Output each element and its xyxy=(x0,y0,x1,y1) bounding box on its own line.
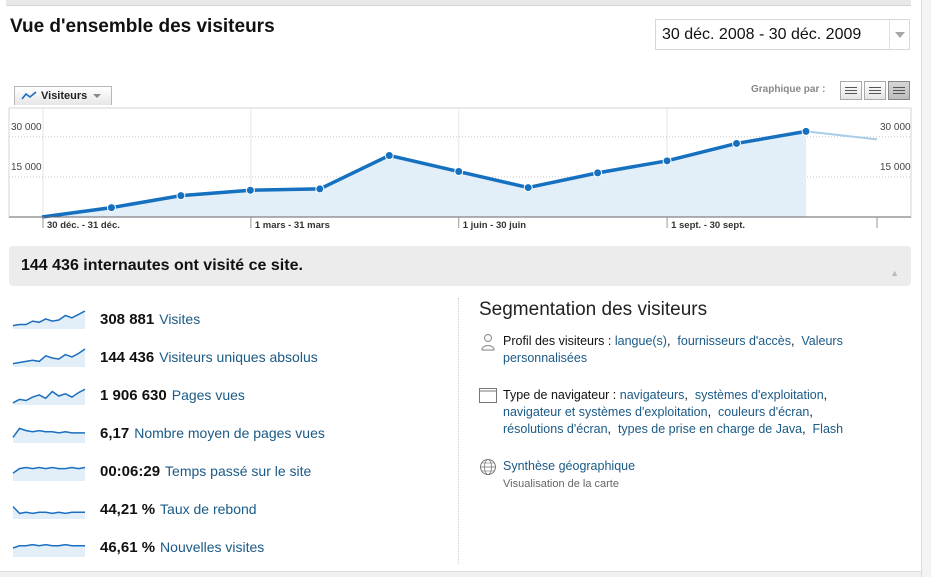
segment-browser: Type de navigateur : navigateurs, systèm… xyxy=(479,387,904,438)
sparkline-icon xyxy=(12,427,85,443)
area-fill xyxy=(42,131,806,217)
x-tick-label: 1 juin - 30 juin xyxy=(463,220,527,231)
summary-bar: 144 436 internautes ont visité ce site. … xyxy=(9,246,911,286)
link-geo-overview[interactable]: Synthèse géographique xyxy=(503,459,636,473)
graph-by-month-icon xyxy=(893,87,905,88)
y-tick-label-right: 30 000 xyxy=(880,122,911,133)
stats-list: 308 881 Visites 144 436 Visiteurs uniques a… xyxy=(12,300,452,566)
summary-text: 144 436 internautes ont visité ce site. xyxy=(21,257,303,274)
date-range-selector[interactable]: 30 déc. 2008 - 30 déc. 2009 xyxy=(655,19,910,50)
link-languages[interactable]: langue(s) xyxy=(614,334,667,348)
y-tick-label-right: 15 000 xyxy=(880,162,911,173)
link-isps[interactable]: fournisseurs d'accès xyxy=(677,334,791,348)
date-range-text: 30 déc. 2008 - 30 déc. 2009 xyxy=(662,25,862,43)
sparkline-icon xyxy=(12,310,86,329)
browser-label: Type de navigateur : xyxy=(503,388,617,402)
data-point[interactable] xyxy=(176,191,186,201)
y-tick-label-left: 15 000 xyxy=(11,162,42,173)
caret-down-icon xyxy=(93,94,102,98)
segmentation-title: Segmentation des visiteurs xyxy=(479,299,708,320)
data-point[interactable] xyxy=(593,168,603,178)
stat-value: 00:06:29 xyxy=(100,462,161,480)
data-point[interactable] xyxy=(106,203,116,213)
y-tick-label-left: 30 000 xyxy=(11,122,42,133)
metric-selector-tab[interactable]: Visiteurs xyxy=(14,86,112,105)
person-icon xyxy=(481,333,495,351)
graph-by-label: Graphique par : xyxy=(751,84,826,95)
geo-sub-label: Visualisation de la carte xyxy=(503,478,619,490)
globe-icon xyxy=(480,459,496,475)
link-operating-systems[interactable]: systèmes d'exploitation xyxy=(694,388,824,402)
stat-value: 1 906 630 xyxy=(100,386,167,404)
stat-link[interactable]: Pages vues xyxy=(171,387,245,403)
graph-by-week-button[interactable] xyxy=(864,81,886,100)
stat-row: 144 436 Visiteurs uniques absolus xyxy=(12,338,452,376)
sparkline-icon xyxy=(12,348,86,367)
series-line xyxy=(41,129,807,219)
stat-value: 308 881 xyxy=(100,310,155,328)
data-point[interactable] xyxy=(315,184,325,194)
stat-row: 6,17 Nombre moyen de pages vues xyxy=(12,414,452,452)
stat-link[interactable]: Visiteurs uniques absolus xyxy=(159,349,318,365)
x-tick-label: 1 sept. - 30 sept. xyxy=(671,220,745,231)
link-java-support[interactable]: types de prise en charge de Java xyxy=(617,422,803,436)
stat-value: 144 436 xyxy=(100,348,155,366)
browser-window-icon xyxy=(479,388,497,403)
link-flash[interactable]: Flash xyxy=(812,422,844,436)
stat-value: 44,21 % xyxy=(100,500,156,518)
link-screen-resolutions[interactable]: résolutions d'écran xyxy=(503,422,608,436)
data-point[interactable] xyxy=(384,150,394,160)
line-chart-icon xyxy=(21,91,37,100)
graph-by-month-button[interactable] xyxy=(888,81,910,100)
stat-link[interactable]: Visites xyxy=(159,311,201,327)
sparkline-icon xyxy=(12,506,85,519)
link-screen-colors[interactable]: couleurs d'écran xyxy=(718,405,810,419)
stat-row: 1 906 630 Pages vues xyxy=(12,376,452,414)
graph-by-day-button[interactable] xyxy=(840,81,862,100)
graph-by-day-icon xyxy=(845,87,857,88)
stat-link[interactable]: Temps passé sur le site xyxy=(165,463,312,479)
data-point[interactable] xyxy=(523,183,533,193)
sparkline-icon xyxy=(12,388,86,405)
chevron-down-icon[interactable] xyxy=(889,20,909,49)
stat-row: 46,61 % Nouvelles visites xyxy=(12,528,452,566)
stat-link[interactable]: Nombre moyen de pages vues xyxy=(134,425,325,441)
visitors-chart: 30 000 30 000 15 000 15 000 30 déc. - 31 déc… xyxy=(8,107,912,231)
link-browser-and-os[interactable]: navigateur et systèmes d'exploitation xyxy=(503,405,708,419)
summary-marker: ▲ xyxy=(890,268,899,278)
bottom-edge xyxy=(0,571,921,577)
stat-row: 308 881 Visites xyxy=(12,300,452,338)
data-point[interactable] xyxy=(732,138,742,148)
stat-value: 6,17 xyxy=(100,424,130,442)
segment-profile: Profil des visiteurs : langue(s), fourni… xyxy=(479,333,899,367)
stat-row: 44,21 % Taux de rebond xyxy=(12,490,452,528)
scrollbar-edge xyxy=(921,0,931,577)
top-strip xyxy=(6,0,911,6)
link-custom-values[interactable]: Valeurs personnalisées xyxy=(503,334,843,365)
profile-label: Profil des visiteurs : xyxy=(503,334,612,348)
segment-geo: Synthèse géographique Visualisation de l… xyxy=(479,458,879,493)
data-point[interactable] xyxy=(454,167,464,177)
projection-line xyxy=(805,130,878,141)
stat-value: 46,61 % xyxy=(100,538,156,556)
stat-link[interactable]: Taux de rebond xyxy=(160,501,257,517)
x-tick-label: 1 mars - 31 mars xyxy=(255,220,330,231)
sparkline-icon xyxy=(12,466,86,481)
graph-by-week-icon xyxy=(869,87,881,88)
link-browsers[interactable]: navigateurs xyxy=(619,388,685,402)
data-point[interactable] xyxy=(801,126,811,136)
page-title: Vue d'ensemble des visiteurs xyxy=(10,16,275,37)
stat-link[interactable]: Nouvelles visites xyxy=(160,539,265,555)
stat-row: 00:06:29 Temps passé sur le site xyxy=(12,452,452,490)
column-divider xyxy=(458,298,459,564)
x-tick-label: 30 déc. - 31 déc. xyxy=(47,220,120,231)
data-point[interactable] xyxy=(662,156,672,166)
data-point[interactable] xyxy=(245,185,255,195)
metric-tab-label: Visiteurs xyxy=(41,90,88,102)
sparkline-icon xyxy=(12,543,85,557)
